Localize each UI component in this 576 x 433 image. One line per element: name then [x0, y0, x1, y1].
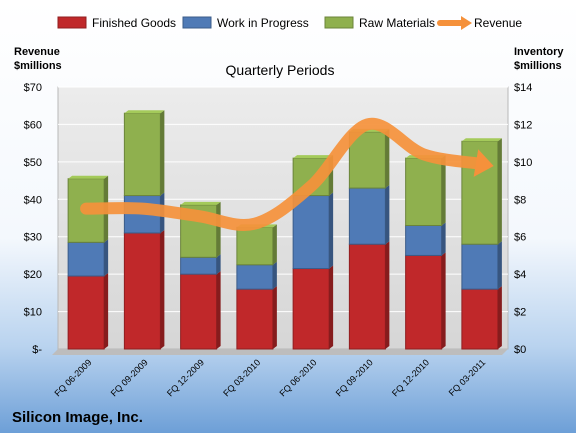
bar-finished-goods [405, 254, 443, 350]
bar-finished-goods [348, 243, 386, 350]
y-left-tick-label: $10 [24, 307, 42, 319]
bar-raw-materials [236, 226, 274, 266]
y-left-tick-label: $40 [24, 194, 42, 206]
revenue-line [80, 117, 486, 231]
y-right-axis-title: $millions [514, 60, 562, 72]
bar-work-in-progress [236, 264, 274, 290]
bar-side [104, 239, 109, 277]
legend-swatch-work-in-progress [182, 16, 212, 29]
bar-side [216, 201, 221, 258]
bar-finished-goods [236, 288, 274, 350]
bar-finished-goods [180, 273, 218, 350]
bar-side [329, 265, 334, 349]
y-left-tick-label: $30 [24, 232, 42, 244]
bar-side [385, 128, 390, 189]
y-right-tick-label: $10 [514, 157, 532, 169]
bar-top [124, 110, 165, 114]
legend-arrow-icon [461, 16, 472, 30]
plot-floor [52, 349, 508, 355]
y-right-tick-label: $2 [514, 307, 526, 319]
bar-work-in-progress [292, 195, 330, 270]
bar-top [68, 175, 109, 179]
bar-side [497, 138, 502, 245]
bar-side [272, 224, 277, 265]
bar-side [104, 273, 109, 349]
bar-work-in-progress [67, 241, 105, 277]
bar-side [441, 155, 446, 226]
bar-raw-materials [348, 131, 386, 189]
revenue-arrowhead [473, 149, 494, 177]
legend-label: Revenue [474, 16, 522, 30]
y-right-tick-label: $12 [514, 119, 532, 131]
bar-top [461, 138, 502, 142]
bar-work-in-progress [180, 256, 218, 275]
company-name: Silicon Image, Inc. [12, 409, 143, 426]
bar-top [180, 201, 221, 205]
bar-side [272, 261, 277, 290]
chart-title: Quarterly Periods [226, 62, 335, 78]
y-right-axis-title: Inventory [514, 46, 564, 58]
bar-side [441, 222, 446, 256]
bar-side [160, 110, 165, 196]
y-right-tick-label: $6 [514, 232, 526, 244]
y-left-tick-label: $- [32, 344, 42, 356]
legend-label: Raw Materials [359, 16, 435, 30]
bar-side [385, 185, 390, 245]
bar-work-in-progress [405, 224, 443, 256]
bar-finished-goods [292, 268, 330, 350]
y-left-tick-label: $20 [24, 269, 42, 281]
y-left-axis-title: Revenue [14, 46, 60, 58]
legend-swatch-finished-goods [57, 16, 87, 29]
bar-side [329, 192, 334, 269]
legend-swatch-raw-materials [324, 16, 354, 29]
bar-raw-materials [405, 157, 443, 226]
y-right-tick-label: $0 [514, 344, 526, 356]
bar-top [293, 155, 334, 159]
legend-label: Finished Goods [92, 16, 176, 30]
y-right-tick-label: $4 [514, 269, 526, 281]
bar-finished-goods [123, 232, 161, 350]
bar-side [160, 229, 165, 349]
legend-label: Work in Progress [217, 16, 309, 30]
bar-side [497, 241, 502, 290]
bar-raw-materials [123, 112, 161, 197]
bar-work-in-progress [348, 187, 386, 245]
bar-side [497, 286, 502, 349]
y-left-tick-label: $70 [24, 82, 42, 94]
bar-side [385, 241, 390, 349]
y-left-tick-label: $50 [24, 157, 42, 169]
y-right-tick-label: $14 [514, 82, 532, 94]
bar-side [272, 286, 277, 349]
bar-side [216, 271, 221, 349]
bar-work-in-progress [461, 243, 499, 290]
y-left-axis-title: $millions [14, 60, 62, 72]
bar-side [441, 252, 446, 349]
bar-finished-goods [461, 288, 499, 350]
y-right-tick-label: $8 [514, 194, 526, 206]
y-left-tick-label: $60 [24, 119, 42, 131]
bar-side [216, 254, 221, 275]
bar-finished-goods [67, 275, 105, 350]
